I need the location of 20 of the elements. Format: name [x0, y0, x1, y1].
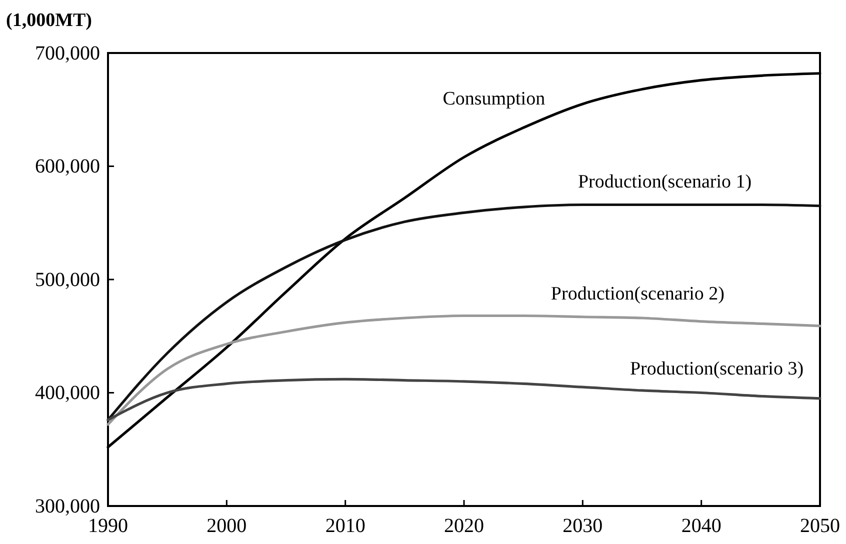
line-series: [106, 203, 822, 422]
x-tick-label: 1990: [88, 515, 128, 538]
y-tick-label: 300,000: [35, 495, 100, 518]
series-label: Production(scenario 1): [578, 171, 752, 192]
series-label: Production(scenario 3): [630, 358, 804, 380]
line-series: [106, 378, 822, 422]
y-tick-label: 500,000: [35, 268, 100, 291]
y-tick-label: 700,000: [35, 42, 100, 64]
series-label: Production(scenario 2): [550, 283, 725, 304]
x-tick-label: 2030: [562, 515, 603, 538]
line-series: [106, 314, 822, 426]
x-tick-label: 2000: [206, 515, 247, 538]
y-tick-label: 600,000: [35, 156, 100, 178]
x-tick-label: 2040: [681, 515, 722, 538]
x-tick-label: 2010: [325, 515, 366, 538]
y-tick-label: 400,000: [35, 382, 100, 404]
x-tick-label: 2050: [800, 515, 840, 538]
y-axis-title: (1,000MT): [6, 10, 92, 31]
x-tick-label: 2020: [444, 515, 484, 538]
series-label: Consumption: [442, 88, 546, 110]
